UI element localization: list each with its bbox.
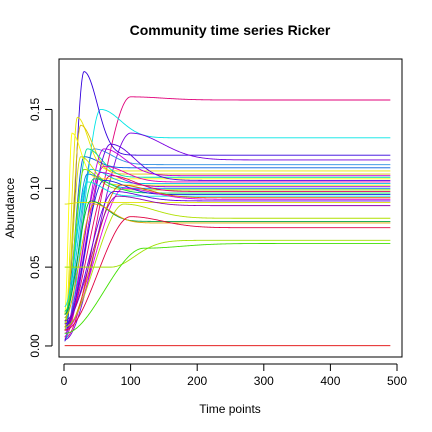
series-line-19 [64, 175, 391, 328]
series-line-1 [64, 96, 391, 339]
series-line-25 [64, 190, 391, 325]
series-line-14 [64, 168, 391, 318]
series-line-16 [64, 172, 391, 328]
series-line-33 [64, 243, 391, 334]
series-line-15 [64, 156, 391, 325]
x-axis-label: Time points [199, 402, 261, 416]
series-line-28 [64, 203, 391, 328]
series-group [64, 71, 391, 347]
series-line-31 [64, 216, 391, 331]
series-line-3 [64, 71, 391, 342]
series-line-9 [64, 148, 391, 334]
chart-title: Community time series Ricker [130, 22, 331, 38]
series-line-20 [64, 178, 391, 312]
series-line-30 [64, 203, 391, 319]
plot-frame [58, 58, 403, 358]
series-line-32 [64, 239, 391, 268]
y-tick-label: 0.10 [28, 176, 42, 200]
y-tick-label: 0.05 [28, 255, 42, 279]
x-tick-label: 100 [121, 374, 141, 388]
y-axis-label: Abundance [3, 177, 17, 238]
series-line-12 [64, 143, 391, 331]
series-line-23 [64, 184, 391, 331]
y-tick-label: 0.15 [28, 97, 42, 121]
y-tick-label: 0.00 [28, 334, 42, 358]
x-tick-label: 200 [187, 374, 207, 388]
series-line-5 [64, 148, 391, 337]
series-line-27 [64, 195, 391, 322]
series-line-24 [64, 187, 391, 331]
x-axis: 0 100 200 300 400 500 [61, 363, 407, 388]
series-line-22 [64, 181, 391, 307]
series-line-7 [64, 116, 391, 331]
y-axis: 0.00 0.05 0.10 0.15 [28, 97, 53, 358]
series-line-2 [64, 109, 391, 341]
plot-area [58, 58, 403, 358]
x-tick-label: 500 [387, 374, 407, 388]
x-tick-label: 300 [254, 374, 274, 388]
series-line-26 [64, 202, 391, 205]
x-tick-label: 0 [61, 374, 68, 388]
series-line-8 [64, 124, 391, 328]
x-tick-label: 400 [320, 374, 340, 388]
